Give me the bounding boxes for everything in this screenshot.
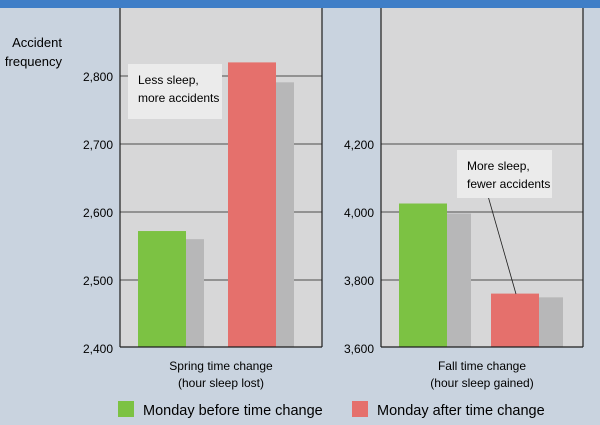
annotation-line2: fewer accidents [467,177,550,191]
legend-swatch-after [352,401,368,417]
y-tick-label: 3,600 [344,342,374,356]
y-axis-title-line2: frequency [5,54,63,69]
x-axis-label-line2: (hour sleep gained) [430,376,533,390]
y-tick-label: 3,800 [344,274,374,288]
bar-before-fall [399,203,447,347]
annotation-line1: Less sleep, [138,73,199,87]
chart-panels: 2,400 2,500 2,600 2,700 2,800 Less sleep, more… [83,8,584,390]
panel-1: 2,400 2,500 2,600 2,700 2,800 Less sleep, more… [83,8,323,390]
legend-label-after: Monday after time change [377,403,545,419]
bar-after-fall [491,293,539,347]
x-axis-label-line2: (hour sleep lost) [178,376,264,390]
y-tick-label: 2,400 [83,342,113,356]
y-tick-label: 4,200 [344,138,374,152]
y-tick-label: 2,500 [83,274,113,288]
y-tick-label: 2,700 [83,138,113,152]
panel-2: 3,600 3,800 4,000 4,200 More sleep, fewer acc… [344,8,584,390]
x-axis-label-line1: Spring time change [169,359,273,373]
y-tick-label: 2,600 [83,206,113,220]
y-axis-title-line1: Accident [12,35,62,50]
annotation-box [457,150,552,198]
top-rule [0,0,600,8]
y-tick-label: 2,800 [83,70,113,84]
bar-before-spring [138,231,186,347]
annotation-line2: more accidents [138,91,219,105]
annotation-box [128,64,222,119]
legend-swatch-before [118,401,134,417]
annotation-line1: More sleep, [467,159,530,173]
legend-label-before: Monday before time change [143,403,323,419]
legend: Monday before time change Monday after ti… [118,401,545,419]
y-tick-label: 4,000 [344,206,374,220]
annotation-pointer [487,195,517,295]
bar-after-spring [228,62,276,348]
x-axis-label-line1: Fall time change [438,359,526,373]
